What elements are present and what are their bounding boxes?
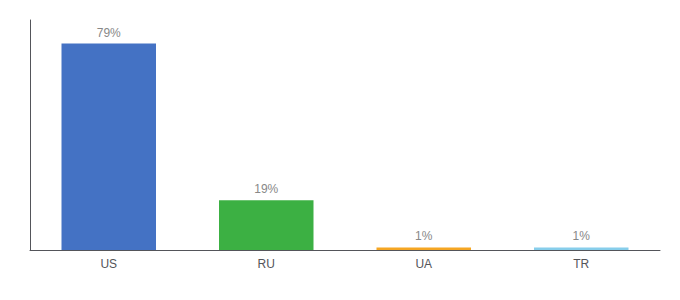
svg-text:US: US <box>100 257 117 271</box>
svg-text:79%: 79% <box>97 26 121 40</box>
svg-text:1%: 1% <box>573 229 591 243</box>
svg-text:TR: TR <box>573 257 589 271</box>
svg-text:1%: 1% <box>415 229 433 243</box>
svg-text:UA: UA <box>415 257 432 271</box>
svg-text:19%: 19% <box>254 182 278 196</box>
svg-text:RU: RU <box>258 257 275 271</box>
